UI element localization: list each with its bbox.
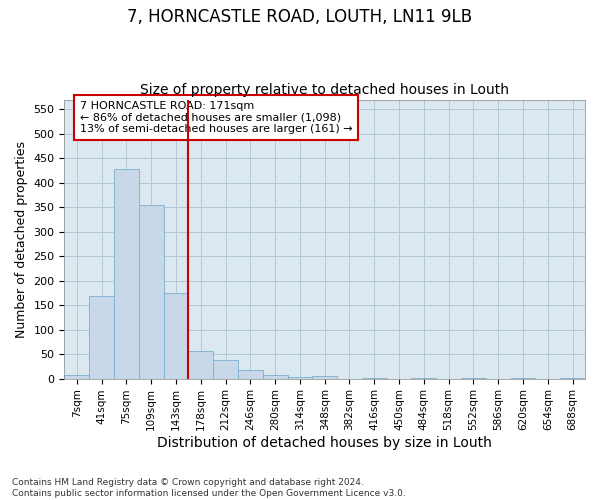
Bar [313, 376, 337, 378]
Bar [114, 169, 139, 378]
Bar [238, 370, 263, 378]
Text: Contains HM Land Registry data © Crown copyright and database right 2024.
Contai: Contains HM Land Registry data © Crown c… [12, 478, 406, 498]
Text: 7, HORNCASTLE ROAD, LOUTH, LN11 9LB: 7, HORNCASTLE ROAD, LOUTH, LN11 9LB [127, 8, 473, 26]
Text: 7 HORNCASTLE ROAD: 171sqm
← 86% of detached houses are smaller (1,098)
13% of se: 7 HORNCASTLE ROAD: 171sqm ← 86% of detac… [80, 101, 353, 134]
Bar [164, 293, 188, 378]
Y-axis label: Number of detached properties: Number of detached properties [15, 140, 28, 338]
Title: Size of property relative to detached houses in Louth: Size of property relative to detached ho… [140, 83, 509, 97]
Bar [89, 296, 114, 378]
Bar [139, 205, 164, 378]
Bar [287, 377, 313, 378]
Bar [188, 350, 213, 378]
Bar [213, 360, 238, 378]
Bar [64, 374, 89, 378]
Bar [263, 374, 287, 378]
X-axis label: Distribution of detached houses by size in Louth: Distribution of detached houses by size … [157, 436, 492, 450]
